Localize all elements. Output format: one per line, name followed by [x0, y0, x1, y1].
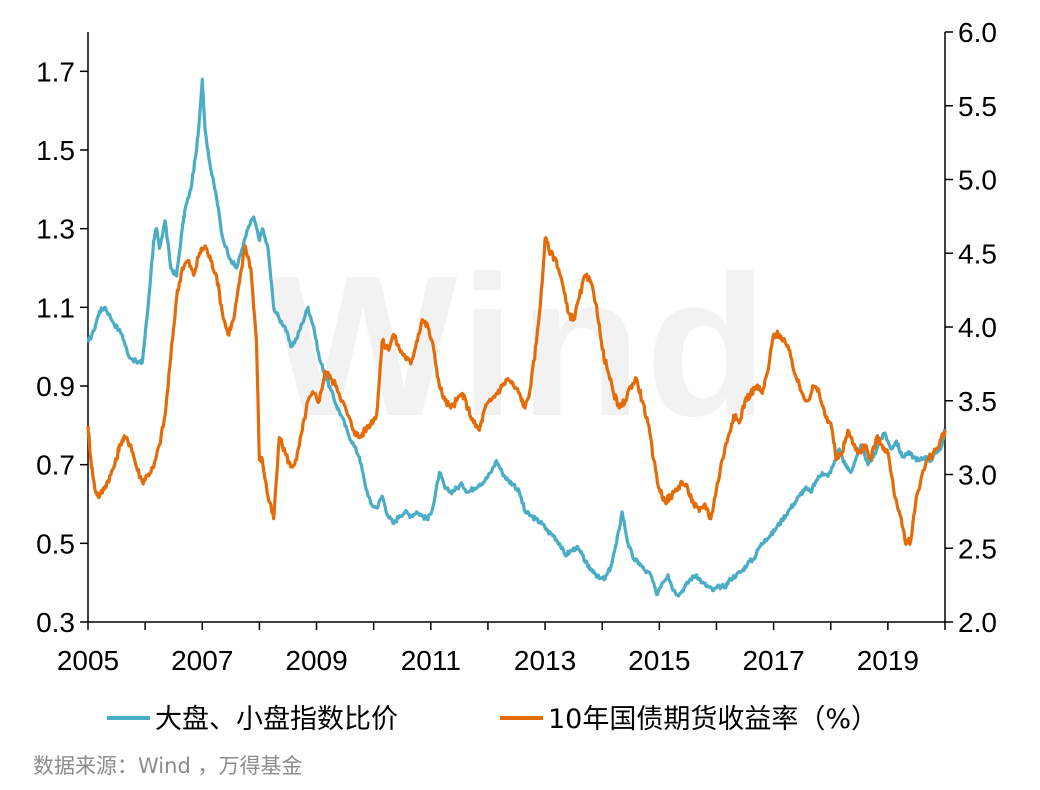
- series-line-ratio: [86, 77, 947, 598]
- x-tick-label: 2013: [514, 645, 576, 676]
- source-note: 数据来源：Wind ，万得基金: [33, 754, 302, 778]
- x-tick-label: 2009: [285, 645, 347, 676]
- y-right-tick-label: 4.0: [958, 312, 997, 343]
- y-left-tick-label: 0.3: [36, 607, 75, 638]
- y-left-tick-label: 1.1: [36, 292, 75, 323]
- legend-label-ratio: 大盘、小盘指数比价: [155, 704, 398, 735]
- legend-label-yield: 10年国债期货收益率（%）: [548, 704, 878, 735]
- tick-labels-layer: 0.3 0.5 0.7 0.9 1.1 1.3 1.5 1.7 2.0 2.5 3.0 3.5 4.0 4…: [36, 17, 997, 676]
- y-right-tick-label: 2.5: [958, 533, 997, 564]
- y-right-tick-label: 3.5: [958, 386, 997, 417]
- x-tick-label: 2019: [857, 645, 919, 676]
- y-left-tick-label: 0.9: [36, 371, 75, 402]
- x-tick-label: 2005: [57, 645, 119, 676]
- axes-layer: [80, 31, 953, 630]
- series-line-yield: [86, 236, 947, 547]
- y-right-tick-label: 6.0: [958, 17, 997, 48]
- y-right-tick-label: 3.0: [958, 460, 997, 491]
- y-right-tick-label: 5.5: [958, 91, 997, 122]
- y-left-tick-label: 1.7: [36, 56, 75, 87]
- y-left-tick-label: 1.5: [36, 135, 75, 166]
- legend: 大盘、小盘指数比价 10年国债期货收益率（%）: [107, 704, 878, 735]
- x-tick-label: 2011: [401, 645, 461, 676]
- x-tick-label: 2015: [628, 645, 690, 676]
- y-left-tick-label: 0.7: [36, 450, 75, 481]
- y-left-tick-label: 0.5: [36, 528, 75, 559]
- series-layer: [86, 77, 947, 598]
- y-right-tick-label: 2.0: [958, 607, 997, 638]
- x-tick-label: 2007: [171, 645, 233, 676]
- y-right-tick-label: 4.5: [958, 238, 997, 269]
- x-tick-label: 2017: [742, 645, 804, 676]
- y-right-tick-label: 5.0: [958, 165, 997, 196]
- y-left-tick-label: 1.3: [36, 214, 75, 245]
